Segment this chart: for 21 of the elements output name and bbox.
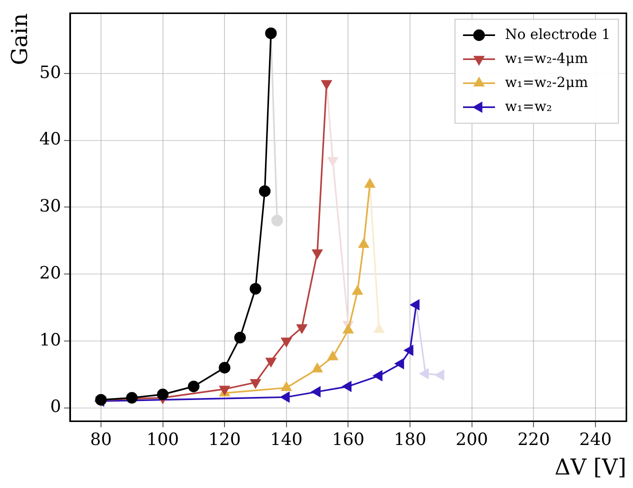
legend-label: w₁=w₂-2μm: [505, 74, 588, 91]
x-tick-label: 240: [579, 430, 612, 450]
y-tick-label: 0: [50, 397, 62, 418]
x-tick-label: 180: [394, 430, 426, 450]
legend-label: w₁=w₂-4μm: [505, 50, 588, 67]
y-axis-title: Gain: [8, 13, 33, 66]
x-tick-label: 200: [456, 430, 488, 450]
y-tick-label: 10: [39, 330, 62, 350]
y-tick-label: 40: [39, 130, 62, 150]
y-tick-label: 20: [39, 263, 62, 284]
x-tick-label: 140: [270, 430, 303, 450]
legend-label: w₁=w₂: [505, 98, 552, 115]
x-axis-title: ΔV [V]: [554, 456, 626, 481]
x-tick-label: 160: [332, 430, 364, 450]
x-tick-label: 80: [90, 430, 112, 450]
y-tick-label: 30: [39, 196, 62, 217]
x-tick-label: 220: [517, 430, 550, 450]
legend-label: No electrode 1: [505, 26, 610, 43]
x-tick-label: 120: [208, 430, 241, 450]
x-tick-label: 100: [146, 430, 179, 450]
y-tick-label: 50: [39, 62, 62, 83]
